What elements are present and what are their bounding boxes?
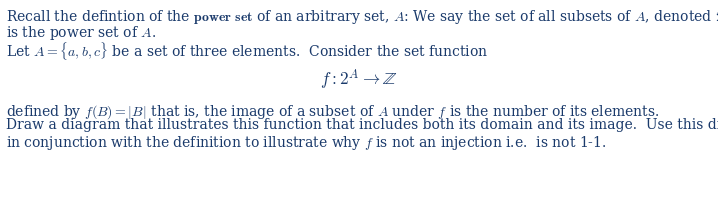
- Text: defined by $f(B) = |B|$ that is, the image of a subset of $A$ under $f$ is the n: defined by $f(B) = |B|$ that is, the ima…: [6, 103, 660, 121]
- Text: Recall the defintion of the $\mathbf{power\ set}$ of an arbitrary set, $A$: We s: Recall the defintion of the $\mathbf{pow…: [6, 8, 718, 27]
- Text: is the power set of $A$.: is the power set of $A$.: [6, 24, 156, 42]
- Text: Let $A = \{a, b, c\}$ be a set of three elements.  Consider the set function: Let $A = \{a, b, c\}$ be a set of three …: [6, 40, 488, 62]
- Text: in conjunction with the definition to illustrate why $f$ is not an injection i.e: in conjunction with the definition to il…: [6, 134, 607, 152]
- Text: Draw a diagram that illustrates this function that includes both its domain and : Draw a diagram that illustrates this fun…: [6, 118, 718, 132]
- Text: $f: 2^A \rightarrow \mathbb{Z}$: $f: 2^A \rightarrow \mathbb{Z}$: [320, 68, 398, 92]
